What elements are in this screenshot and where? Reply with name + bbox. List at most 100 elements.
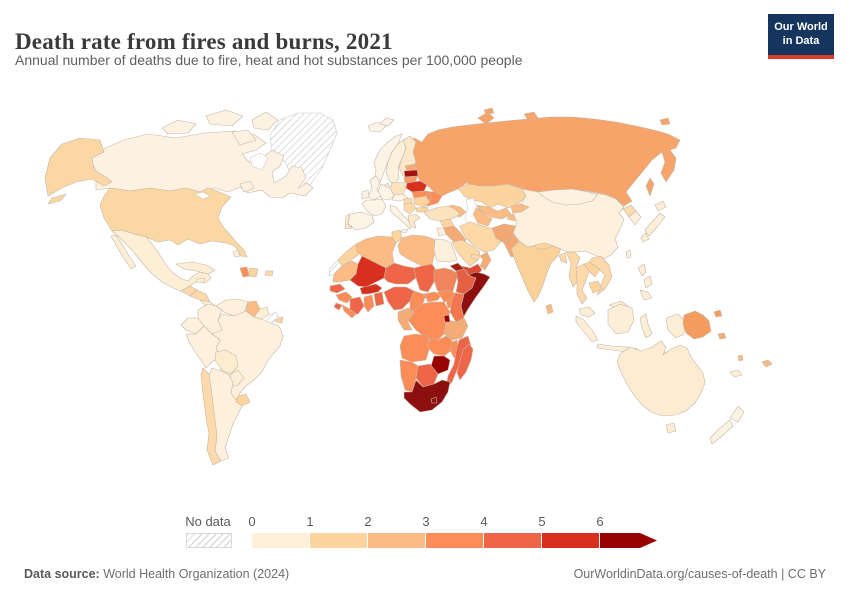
- country-uzbekistan[interactable]: [475, 204, 512, 220]
- country-sudan[interactable]: [433, 267, 459, 296]
- country-kazakhstan[interactable]: [457, 183, 527, 209]
- country-tasmania[interactable]: [665, 422, 677, 434]
- country-tanzania[interactable]: [443, 317, 469, 341]
- country-mexico-baja[interactable]: [110, 234, 137, 270]
- country-philippines[interactable]: [639, 289, 653, 301]
- country-uruguay[interactable]: [235, 393, 251, 407]
- country-bahamas[interactable]: [232, 249, 241, 258]
- country-honduras-nicaragua[interactable]: [189, 289, 211, 303]
- country-peru[interactable]: [185, 325, 221, 369]
- country-solomon-islands[interactable]: [717, 332, 727, 340]
- country-indonesia-kalimantan[interactable]: [607, 303, 635, 335]
- country-malaysia[interactable]: [578, 306, 596, 318]
- country-togo-benin[interactable]: [373, 291, 385, 307]
- country-usa-aleutians[interactable]: [47, 193, 67, 205]
- country-algeria[interactable]: [355, 235, 397, 269]
- country-lesotho-outline[interactable]: [430, 396, 438, 404]
- country-romania[interactable]: [413, 195, 431, 208]
- country-burkina-faso[interactable]: [359, 283, 383, 295]
- country-bolivia[interactable]: [214, 349, 239, 375]
- country-venezuela[interactable]: [215, 298, 249, 317]
- country-jamaica[interactable]: [195, 277, 206, 284]
- country-libya[interactable]: [397, 234, 436, 267]
- country-thailand[interactable]: [575, 263, 591, 305]
- country-indonesia-sumatra[interactable]: [575, 315, 599, 343]
- country-canada[interactable]: [87, 130, 314, 199]
- country-philippines[interactable]: [643, 275, 653, 289]
- country-italy-sicily[interactable]: [400, 228, 409, 234]
- country-russia-franz-josef[interactable]: [483, 107, 495, 115]
- country-uae[interactable]: [470, 253, 481, 261]
- country-turkey[interactable]: [423, 205, 461, 222]
- country-ghana[interactable]: [363, 294, 375, 313]
- country-balkans[interactable]: [403, 202, 417, 215]
- country-madagascar[interactable]: [456, 343, 474, 381]
- country-niger[interactable]: [383, 262, 417, 285]
- footer-link[interactable]: OurWorldinData.org/causes-of-death | CC …: [573, 567, 826, 581]
- country-dominican-republic[interactable]: [248, 267, 259, 278]
- country-japan-kyushu[interactable]: [640, 232, 650, 243]
- country-newfoundland[interactable]: [239, 180, 255, 193]
- country-china[interactable]: [512, 188, 625, 260]
- country-spain[interactable]: [347, 211, 375, 231]
- country-japan-hokkaido[interactable]: [654, 200, 667, 212]
- country-png-new-britain[interactable]: [713, 309, 723, 318]
- country-chad[interactable]: [413, 263, 437, 293]
- legend-segment-4[interactable]: [484, 533, 541, 548]
- country-egypt[interactable]: [433, 238, 458, 263]
- country-indonesia-papua[interactable]: [665, 313, 685, 339]
- legend-segment-2[interactable]: [368, 533, 425, 548]
- country-congo-gabon[interactable]: [397, 307, 415, 331]
- country-papua-new-guinea[interactable]: [682, 310, 712, 340]
- country-puerto-rico[interactable]: [264, 270, 274, 277]
- country-portugal[interactable]: [344, 213, 353, 230]
- country-nepal[interactable]: [534, 242, 554, 250]
- country-sierra-leone[interactable]: [333, 302, 343, 311]
- country-zambia[interactable]: [427, 335, 453, 357]
- country-ireland[interactable]: [361, 189, 370, 200]
- country-vanuatu[interactable]: [737, 354, 744, 362]
- country-liberia[interactable]: [341, 304, 357, 319]
- country-vietnam[interactable]: [588, 255, 613, 296]
- country-guinea[interactable]: [335, 291, 353, 304]
- country-greece[interactable]: [407, 213, 421, 229]
- country-french-guiana[interactable]: [260, 311, 280, 324]
- country-nigeria[interactable]: [383, 286, 415, 311]
- legend-no-data-swatch[interactable]: [186, 533, 232, 548]
- country-oman[interactable]: [479, 251, 492, 271]
- country-sri-lanka[interactable]: [545, 303, 554, 315]
- country-fiji[interactable]: [761, 359, 773, 368]
- country-iran[interactable]: [459, 221, 503, 253]
- country-usa-alaska[interactable]: [44, 137, 113, 197]
- country-ivory-coast[interactable]: [349, 296, 365, 315]
- country-cambodia[interactable]: [588, 280, 603, 294]
- country-russia-novaya-zemlya[interactable]: [477, 111, 495, 125]
- country-russia-wrangel[interactable]: [659, 117, 671, 126]
- legend-segment-0[interactable]: [252, 533, 309, 548]
- legend-segment-5[interactable]: [542, 533, 599, 548]
- country-bangladesh[interactable]: [558, 252, 568, 264]
- country-somalia[interactable]: [460, 271, 491, 319]
- country-russia-severnaya[interactable]: [523, 111, 539, 121]
- country-canada-arctic[interactable]: [161, 119, 197, 135]
- country-chile[interactable]: [200, 367, 222, 466]
- country-taiwan[interactable]: [625, 249, 632, 259]
- country-sweden[interactable]: [385, 139, 407, 187]
- country-namibia[interactable]: [399, 359, 419, 393]
- country-nz-north[interactable]: [729, 405, 745, 423]
- country-philippines[interactable]: [637, 263, 647, 277]
- country-svalbard[interactable]: [379, 117, 395, 127]
- owid-logo[interactable]: Our World in Data: [768, 14, 834, 59]
- country-haiti[interactable]: [239, 266, 250, 278]
- country-cuba[interactable]: [175, 261, 216, 275]
- legend-segment-1[interactable]: [310, 533, 367, 548]
- country-new-caledonia[interactable]: [729, 369, 743, 378]
- country-france[interactable]: [361, 198, 387, 217]
- country-latvia[interactable]: [403, 169, 419, 178]
- country-canada-arctic[interactable]: [205, 109, 244, 127]
- country-car[interactable]: [423, 291, 443, 303]
- country-india[interactable]: [510, 240, 562, 303]
- country-tunisia[interactable]: [391, 229, 403, 244]
- country-south-africa[interactable]: [403, 379, 451, 413]
- country-greenland[interactable]: [269, 112, 338, 191]
